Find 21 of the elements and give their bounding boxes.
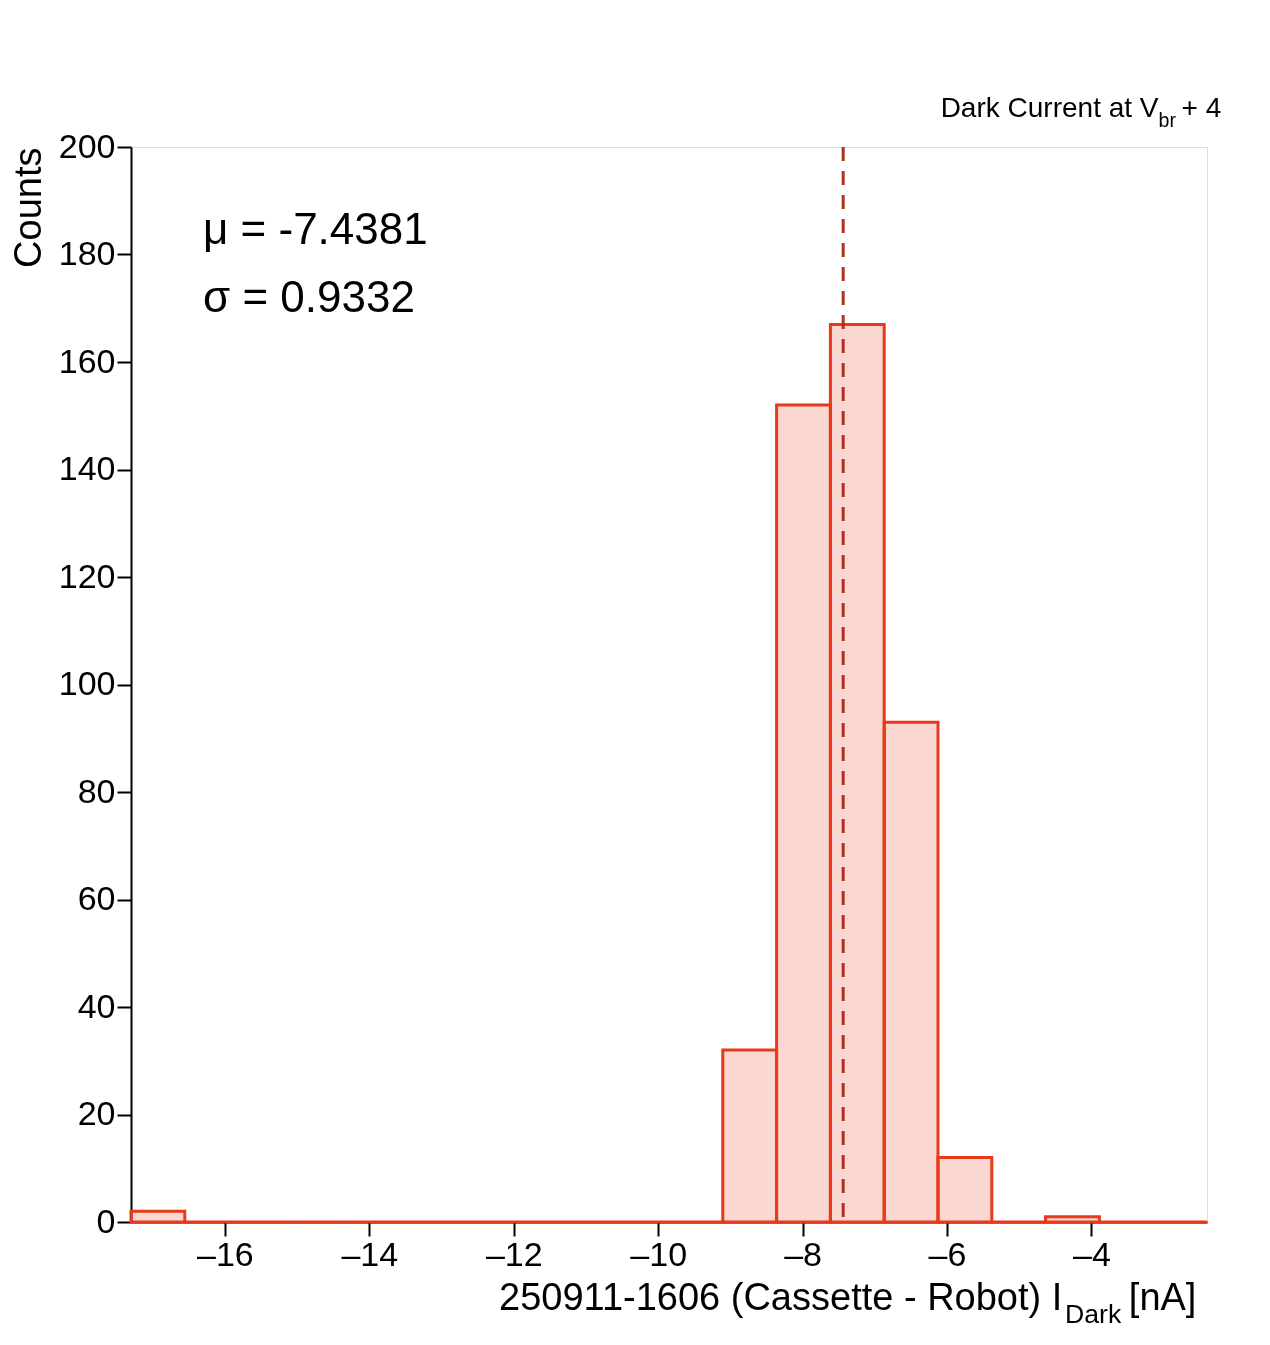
- y-axis-title: Counts: [6, 147, 49, 268]
- x-tick-label: –4: [1073, 1234, 1111, 1273]
- y-tick-label: 180: [58, 234, 116, 272]
- x-tick-label: –6: [928, 1234, 967, 1273]
- y-tick-label: 60: [77, 879, 116, 917]
- annotation: μ = -7.4381: [203, 204, 428, 253]
- y-tick-label: 100: [58, 664, 116, 702]
- x-tick-label: –8: [784, 1234, 823, 1273]
- y-tick-label: 160: [58, 341, 116, 380]
- x-tick-label: –10: [630, 1234, 688, 1273]
- y-tick-label: 20: [77, 1094, 116, 1132]
- y-tick-label: 200: [58, 126, 116, 165]
- y-tick-label: 0: [96, 1201, 116, 1240]
- y-tick-label: 80: [77, 771, 116, 810]
- y-tick-label: 140: [58, 449, 116, 487]
- x-tick-label: –16: [197, 1234, 254, 1273]
- y-tick-label: 120: [58, 556, 116, 595]
- x-tick-label: –14: [341, 1234, 399, 1273]
- y-tick-label: 40: [77, 986, 116, 1025]
- x-tick-label: –12: [485, 1234, 543, 1273]
- annotation: σ = 0.9332: [203, 272, 415, 321]
